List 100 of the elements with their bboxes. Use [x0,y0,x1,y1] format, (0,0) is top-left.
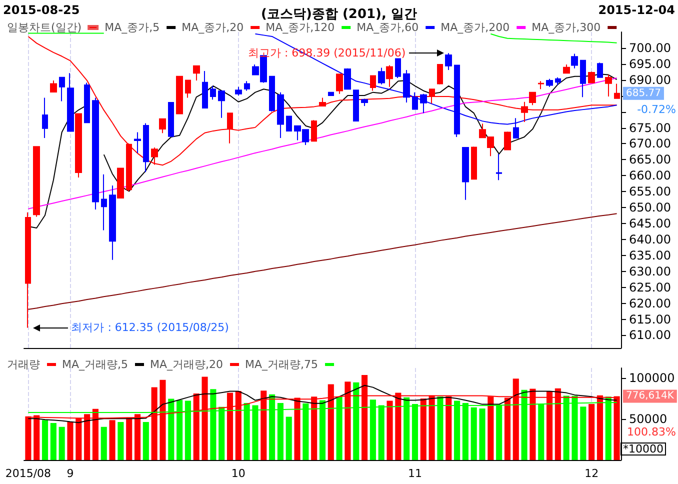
candlestick [235,86,242,96]
candlestick [412,92,418,110]
y-tick-label: 620.00 [629,296,671,310]
candlestick [269,76,275,112]
x-tick-label: 10 [231,467,246,480]
legend-label: MA_거래량,20 [150,358,224,371]
y-tick-label: 670.00 [629,136,671,151]
y-axis-title: *10000 [623,442,664,456]
candlestick [84,82,90,124]
bar [142,422,149,460]
y-tick-label: 660.00 [629,168,671,183]
line-series [28,213,618,310]
candlestick [50,80,57,93]
candlestick [504,131,511,150]
bar [479,408,486,460]
candlestick [420,93,427,114]
y-tick-label: 655.00 [629,184,671,199]
candlestick [370,75,376,92]
candlestick [59,76,65,102]
candlestick [597,62,603,78]
candlestick [319,97,326,107]
bar [100,426,107,460]
candlestick [588,71,595,84]
bar [420,398,426,460]
legend-label: MA_종가,20 [182,21,244,34]
candlestick [605,74,612,97]
candlestick [328,92,334,96]
candlestick [193,65,200,82]
chart-title: (코스닥)종합 (201), 일간 [261,7,417,22]
bar [58,426,65,460]
legend-label: MA_종가,120 [266,21,335,34]
legend-label: MA_거래량,75 [245,358,318,371]
text: 2015-08-25 [3,3,80,17]
bar [118,422,124,460]
bar [42,420,48,460]
candlestick [185,80,191,98]
bar [67,422,74,460]
text: 2015-12-04 [598,3,675,17]
candlestick [445,52,452,70]
candlestick [168,102,174,137]
x-tick-label: 12 [584,467,599,480]
candlestick [176,76,183,114]
candlestick [286,116,292,132]
candlestick [538,80,544,90]
y-tick-label: 700.00 [629,40,671,55]
candlestick [75,113,82,178]
bar [286,416,292,460]
y-tick-label: 675.00 [629,120,671,135]
legend-label: MA_거래량,5 [62,358,128,371]
candlestick [134,132,141,154]
candlestick [143,122,149,173]
y-tick-label: 50000 [629,412,668,426]
bar [50,423,56,460]
candlestick [159,118,166,134]
y-tick-label: 625.00 [629,280,671,294]
legend-label: MA_종가,60 [356,21,419,34]
candlestick [403,69,410,104]
legend-label: 거래량 [7,358,40,371]
candlestick [555,76,561,86]
y-tick-label: 615.00 [629,312,671,326]
candlestick [67,72,74,132]
x-tick-label: 9 [66,467,74,480]
candlestick [42,97,48,138]
candlestick [117,168,124,198]
text: 685.77 [626,88,661,99]
y-tick-label: 650.00 [629,200,671,215]
candlestick [353,90,359,122]
text: 100.83% [627,426,676,438]
candlestick [496,153,502,181]
y-tick-label: 635.00 [629,248,671,262]
line-series [28,384,618,424]
legend-label: MA_종가,200 [440,21,510,34]
x-tick-label: 11 [408,467,422,480]
y-tick-label: 640.00 [629,232,671,246]
candlestick [361,98,368,107]
bar [386,400,393,460]
candlestick [33,146,40,218]
legend-label: MA_종가,300 [532,21,601,34]
candlestick [462,147,469,200]
y-tick-label: 100000 [629,370,675,385]
candlestick [378,67,385,85]
y-tick-label: 665.00 [629,152,671,167]
legend-label: 일봉차트(일간) [6,21,82,34]
candlestick [244,80,250,92]
candlestick [344,68,351,90]
x-tick-label: 2015/08 [5,467,52,480]
candlestick [277,92,284,138]
candlestick [101,174,107,231]
bar [580,406,586,460]
candlestick [563,64,570,74]
annotation: 최저가 : 612.35 (2015/08/25) [71,321,229,334]
candlestick [395,58,401,78]
candlestick [546,78,553,88]
candlestick [227,112,233,144]
y-tick-label: 695.00 [629,56,671,71]
text: -0.72% [637,102,676,116]
text: 776,614K [626,390,674,402]
candlestick [437,64,443,85]
y-tick-label: 645.00 [629,216,671,231]
candlestick [218,90,225,118]
